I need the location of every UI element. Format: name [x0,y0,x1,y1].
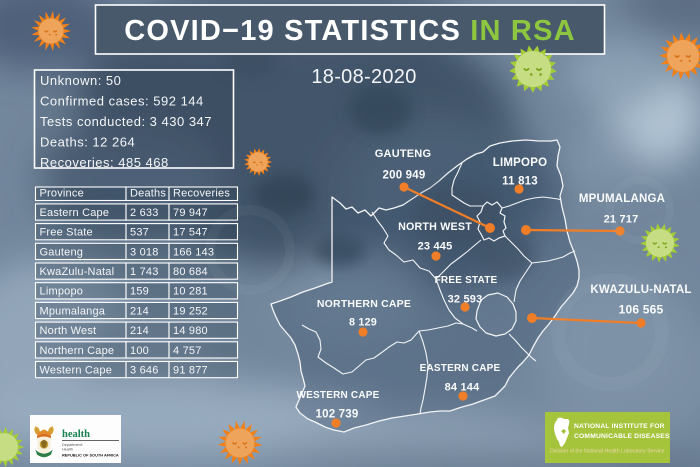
svg-text:Deaths: 12 264: Deaths: 12 264 [40,135,135,150]
svg-text:23 445: 23 445 [418,241,453,253]
svg-text:NORTH WEST: NORTH WEST [398,221,472,233]
svg-text:Province: Province [40,187,84,199]
svg-text:Confirmed cases: 592 144: Confirmed cases: 592 144 [40,94,204,109]
svg-text:GAUTENG: GAUTENG [375,148,431,160]
svg-text:80 684: 80 684 [173,266,208,278]
svg-text:19 252: 19 252 [173,305,208,317]
svg-text:11 813: 11 813 [502,176,538,188]
svg-text:17 547: 17 547 [173,227,208,239]
svg-text:18-08-2020: 18-08-2020 [311,66,416,88]
svg-text:health: health [62,429,90,440]
svg-text:14 980: 14 980 [173,325,208,337]
svg-text:2 633: 2 633 [130,207,159,219]
svg-text:106 565: 106 565 [619,303,664,317]
svg-text:Free State: Free State [40,227,93,239]
svg-text:Limpopo: Limpopo [40,286,84,298]
svg-text:91 877: 91 877 [173,365,208,377]
svg-text:32 593: 32 593 [448,294,483,306]
svg-text:NATIONAL INSTITUTE FOR: NATIONAL INSTITUTE FOR [574,423,665,430]
svg-text:Unknown: 50: Unknown: 50 [40,73,121,88]
svg-text:MPUMALANGA: MPUMALANGA [579,193,665,205]
svg-text:Northern Cape: Northern Cape [40,345,115,357]
svg-text:Department:: Department: [62,443,83,447]
svg-text:Division of the National Healt: Division of the National Health Laborato… [550,449,665,455]
svg-text:Recoveries: Recoveries [173,187,230,199]
svg-text:COVID−19 STATISTICS IN RSA: COVID−19 STATISTICS IN RSA [124,15,576,47]
svg-text:KWAZULU-NATAL: KWAZULU-NATAL [590,284,691,296]
svg-text:4 757: 4 757 [173,345,202,357]
svg-text:Recoveries: 485 468: Recoveries: 485 468 [40,155,169,170]
svg-text:8 129: 8 129 [349,317,377,329]
svg-text:Eastern Cape: Eastern Cape [40,207,110,219]
svg-text:537: 537 [130,227,149,239]
svg-text:10 281: 10 281 [173,286,208,298]
svg-text:Western Cape: Western Cape [40,365,113,377]
svg-text:3 018: 3 018 [130,246,159,258]
svg-text:WESTERN CAPE: WESTERN CAPE [297,390,380,401]
svg-text:84 144: 84 144 [445,382,481,394]
svg-text:COMMUNICABLE DISEASES: COMMUNICABLE DISEASES [574,433,670,440]
svg-text:North West: North West [40,325,97,337]
svg-text:21 717: 21 717 [604,214,639,226]
svg-text:3 646: 3 646 [130,365,159,377]
svg-text:Mpumalanga: Mpumalanga [40,305,106,317]
svg-text:214: 214 [130,305,149,317]
svg-text:Gauteng: Gauteng [40,246,84,258]
svg-text:FREE STATE: FREE STATE [435,275,498,286]
svg-text:KwaZulu-Natal: KwaZulu-Natal [40,266,115,278]
svg-text:Health: Health [62,448,73,452]
svg-text:79 947: 79 947 [173,207,208,219]
svg-text:Deaths: Deaths [130,187,166,199]
svg-text:102 739: 102 739 [316,409,359,421]
svg-text:LIMPOPO: LIMPOPO [493,157,547,169]
svg-text:REPUBLIC OF SOUTH AFRICA: REPUBLIC OF SOUTH AFRICA [62,453,119,458]
svg-text:159: 159 [130,286,149,298]
svg-text:200 949: 200 949 [383,170,426,182]
svg-text:100: 100 [130,345,149,357]
svg-text:NORTHERN CAPE: NORTHERN CAPE [317,298,411,310]
svg-text:166 143: 166 143 [173,246,214,258]
svg-text:1 743: 1 743 [130,266,159,278]
svg-text:EASTERN CAPE: EASTERN CAPE [420,363,501,374]
svg-text:Tests conducted: 3 430 347: Tests conducted: 3 430 347 [40,114,212,129]
svg-text:214: 214 [130,325,149,337]
